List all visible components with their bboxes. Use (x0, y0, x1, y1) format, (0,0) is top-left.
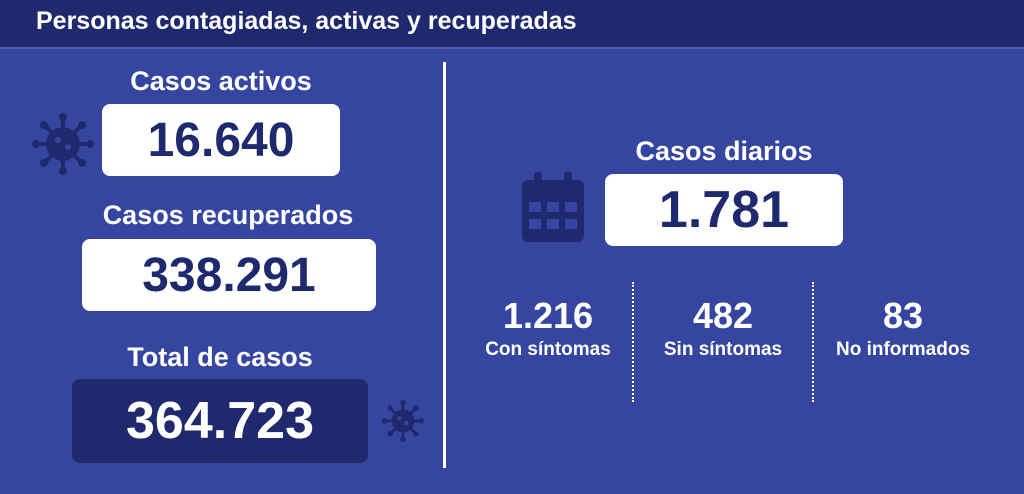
total-value: 364.723 (72, 379, 368, 463)
column-divider (443, 62, 446, 468)
total-label: Total de casos (127, 342, 313, 372)
dotted-divider-2 (812, 282, 814, 402)
diarios-value: 1.781 (605, 174, 843, 246)
page-title: Personas contagiadas, activas y recupera… (36, 7, 577, 35)
activos-value: 16.640 (102, 104, 340, 176)
breakdown-label: Con síntomas (485, 339, 611, 360)
recuperados-label: Casos recuperados (102, 200, 354, 230)
breakdown-value: 83 (882, 295, 924, 336)
diarios-label: Casos diarios (635, 136, 813, 166)
dotted-divider-1 (632, 282, 634, 402)
calendar-icon (522, 172, 584, 242)
breakdown-sin-sintomas: 482 Sin síntomas (652, 296, 794, 362)
activos-label: Casos activos (130, 66, 312, 96)
breakdown-value: 1.216 (502, 295, 594, 336)
breakdown-value: 482 (692, 295, 754, 336)
breakdown-con-sintomas: 1.216 Con síntomas (478, 296, 618, 362)
breakdown-label: No informados (835, 339, 971, 360)
virus-icon (32, 113, 94, 175)
recuperados-value: 338.291 (82, 239, 376, 311)
breakdown-no-informados: 83 No informados (830, 296, 976, 362)
virus-icon-small (382, 400, 424, 442)
breakdown-label: Sin síntomas (663, 339, 783, 360)
header-bar: Personas contagiadas, activas y recupera… (0, 0, 1024, 49)
